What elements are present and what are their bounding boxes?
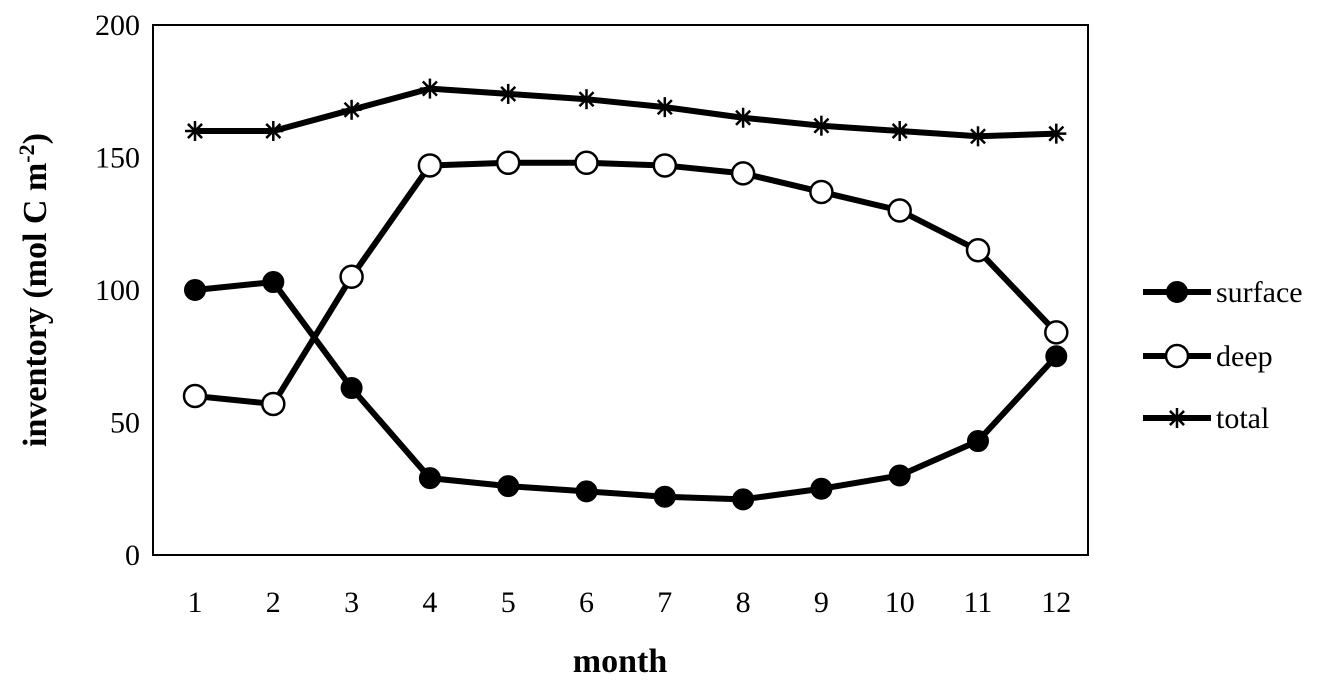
data-point-surface: [184, 279, 206, 301]
y-axis-title-main: inventory (mol C m: [17, 163, 54, 447]
y-tick-label: 100: [95, 274, 140, 307]
data-point-total: [419, 78, 440, 99]
series-deep: [182, 150, 1069, 417]
y-tick-label: 0: [125, 539, 140, 572]
x-tick-label: 2: [266, 586, 281, 619]
legend-label: total: [1216, 402, 1269, 435]
data-point-surface: [732, 488, 755, 511]
data-point-surface: [575, 480, 598, 503]
x-tick-label: 8: [736, 586, 751, 619]
data-point-deep: [965, 238, 991, 263]
legend-item-deep: deep: [1143, 340, 1273, 373]
data-point-surface: [1045, 345, 1068, 368]
x-tick-label: 11: [964, 586, 993, 619]
y-tick-labels: 0 50 100 150 200: [95, 9, 140, 572]
data-point-total: [498, 83, 519, 104]
y-axis-title: inventory (mol C m-2): [14, 133, 54, 447]
data-point-surface: [653, 485, 676, 508]
data-point-surface: [418, 467, 441, 490]
data-point-total: [654, 97, 675, 118]
x-tick-label: 4: [422, 586, 437, 619]
data-point-surface: [888, 464, 911, 487]
y-tick-label: 200: [95, 9, 140, 42]
legend: surface deep total: [1143, 276, 1303, 435]
series-line-total: [195, 85, 1057, 140]
y-tick-label: 50: [110, 407, 140, 440]
x-tick-label: 6: [579, 586, 594, 619]
data-point-total: [341, 99, 362, 120]
data-point-deep: [887, 198, 912, 223]
x-tick-label: 3: [344, 586, 359, 619]
data-point-surface: [967, 430, 989, 453]
y-tick-label: 150: [95, 142, 140, 175]
x-tick-label: 5: [501, 586, 516, 619]
data-point-deep: [339, 264, 364, 289]
series-layer: [182, 78, 1069, 511]
data-point-surface: [497, 475, 520, 498]
x-axis-title: month: [573, 643, 668, 680]
series-line-surface: [194, 279, 1059, 503]
data-point-total: [576, 89, 597, 110]
data-point-total: [733, 107, 754, 128]
legend-marker-deep: [1164, 343, 1190, 369]
data-point-deep: [182, 383, 208, 409]
data-point-deep: [730, 161, 756, 186]
series-surface: [184, 271, 1068, 511]
data-point-deep: [652, 153, 678, 178]
data-point-total: [811, 115, 832, 136]
legend-item-total: total: [1143, 402, 1269, 435]
x-tick-labels: 1 2 3 4 5 6 7 8 9 10 11 12: [188, 586, 1072, 619]
x-tick-label: 9: [814, 586, 829, 619]
data-point-total: [263, 121, 284, 141]
y-axis-title-superscript: -2: [14, 144, 39, 162]
data-point-deep: [261, 391, 286, 417]
y-axis-title-close: ): [17, 133, 54, 144]
legend-item-surface: surface: [1143, 276, 1303, 309]
data-point-deep: [809, 179, 834, 205]
data-point-deep: [417, 153, 443, 178]
legend-marker-surface: [1166, 281, 1188, 303]
x-tick-label: 1: [188, 586, 203, 619]
data-point-deep: [1044, 320, 1069, 345]
legend-label: deep: [1216, 340, 1273, 373]
data-point-total: [185, 121, 205, 141]
data-point-surface: [340, 377, 363, 400]
data-point-deep: [495, 150, 521, 176]
plot-area-frame: [152, 24, 1089, 556]
data-point-deep: [574, 150, 599, 176]
legend-marker-total: [1167, 408, 1187, 428]
data-point-surface: [810, 477, 833, 500]
legend-label: surface: [1216, 276, 1303, 309]
data-point-total: [968, 126, 988, 147]
x-tick-label: 10: [885, 586, 915, 619]
data-point-total: [1046, 123, 1067, 144]
data-point-surface: [262, 271, 285, 294]
series-line-deep: [194, 159, 1059, 407]
data-point-total: [889, 121, 910, 141]
series-total: [185, 78, 1067, 147]
x-tick-label: 12: [1041, 586, 1071, 619]
x-tick-label: 7: [657, 586, 672, 619]
